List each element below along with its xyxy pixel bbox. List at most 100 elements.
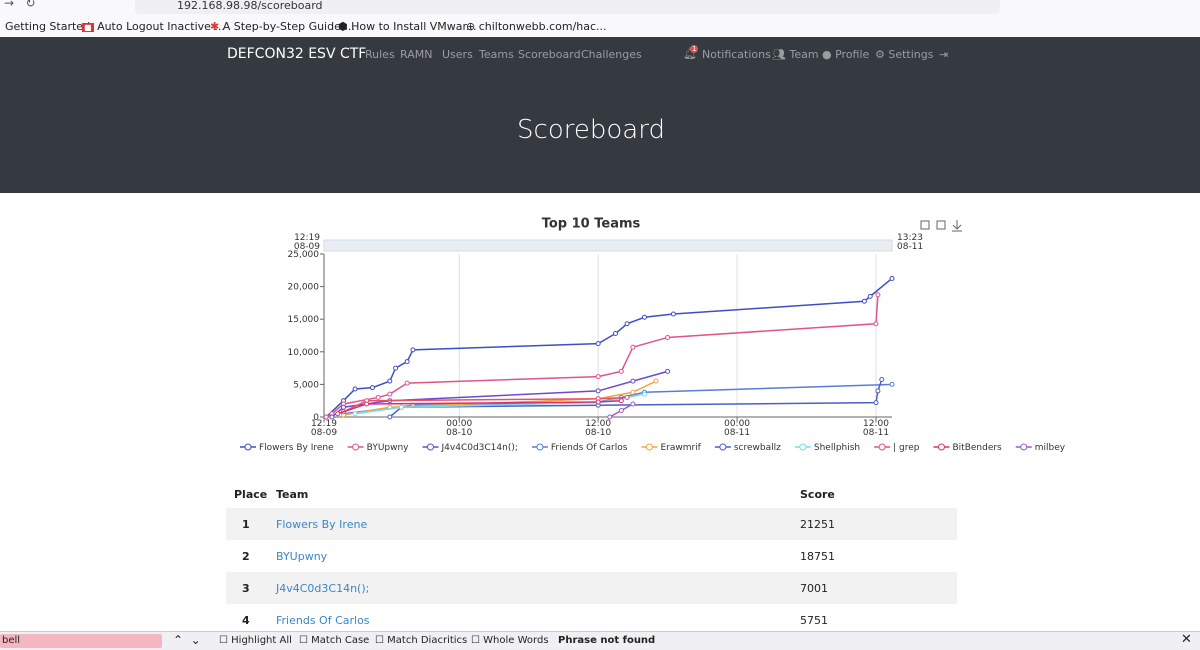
team-cell[interactable]: BYUpwny	[276, 549, 328, 563]
team-cell[interactable]: J4v4C0d3C14n();	[276, 581, 370, 595]
zoom-label: 12:19	[294, 233, 320, 243]
data-point	[335, 411, 341, 417]
column-header: Score	[800, 487, 835, 501]
place-cell: 2	[242, 549, 250, 563]
data-point	[393, 365, 399, 371]
bookmark[interactable]: ✱ A Step-by-Step Guide ...	[210, 20, 355, 33]
data-point	[665, 368, 671, 374]
legend-label: BYUpwny	[367, 443, 410, 453]
legend-item: BYUpwny	[347, 443, 410, 453]
nav-link[interactable]: Scoreboard	[518, 48, 581, 61]
find-close[interactable]: ✕	[1181, 632, 1192, 647]
x-tick-label: 08-11	[863, 428, 889, 438]
table-wrap: Place Team Score 1 Flowers By Irene 21251 2…	[226, 480, 957, 636]
y-tick-label: 15,000	[288, 315, 320, 325]
legend-label: Erawmrif	[660, 443, 701, 453]
team-cell[interactable]: Friends Of Carlos	[276, 613, 370, 627]
legend-item: milbey	[1015, 443, 1066, 453]
option-text: Match Case	[311, 635, 370, 646]
data-point	[873, 400, 879, 406]
legend-item: Friends Of Carlos	[531, 443, 628, 453]
option-text: Match Diacritics	[387, 635, 468, 646]
x-tick-label: 08-11	[724, 428, 750, 438]
find-nav[interactable]: ⌃ ⌄	[173, 633, 201, 647]
nav-link[interactable]: Users	[442, 48, 473, 61]
data-point	[879, 377, 885, 383]
team-cell[interactable]: Flowers By Irene	[276, 517, 368, 531]
x-tick-label: 00:00	[724, 419, 750, 429]
legend-marker	[878, 443, 886, 451]
legend-label: Shellphish	[814, 443, 860, 453]
x-tick-label: 08-10	[446, 428, 472, 438]
y-tick-label: 10,000	[288, 348, 320, 358]
data-point	[398, 404, 404, 410]
nav-link[interactable]: Rules	[365, 48, 395, 61]
find-bar: bell ⌃ ⌄ ☐ Highlight All ☐ Match Case ☐ …	[0, 631, 1200, 650]
y-tick-label: 0	[313, 413, 319, 423]
browser-toolbar: → ↻ 192.168.98.98/scoreboard	[0, 0, 1200, 14]
data-point	[595, 374, 601, 380]
scoreboard-table: Place Team Score 1 Flowers By Irene 21251 2…	[226, 480, 957, 636]
data-point	[323, 414, 329, 420]
series-line	[325, 294, 879, 418]
score-cell: 5751	[800, 613, 828, 627]
data-point	[607, 414, 613, 420]
find-option[interactable]: ☐ Highlight All	[219, 635, 292, 646]
data-point	[889, 275, 895, 281]
data-point	[369, 385, 375, 391]
legend-marker	[244, 443, 252, 451]
nav-link[interactable]: Teams	[479, 48, 514, 61]
nav-link[interactable]: Challenges	[581, 48, 642, 61]
find-option[interactable]: ☐ Match Case	[299, 635, 370, 646]
legend-marker	[427, 443, 435, 451]
bookmark[interactable]: ⬢ How to Install VMwar...	[338, 20, 477, 33]
series-line	[343, 396, 628, 413]
data-point	[630, 389, 636, 395]
bookmark[interactable]: ■ Auto Logout Inactive ...	[82, 20, 225, 33]
nav-link[interactable]: Notifications	[702, 48, 771, 61]
nav-link[interactable]: 👥︎ Team	[772, 48, 819, 61]
nav-link[interactable]: ● Profile	[822, 48, 870, 61]
chart-group: Top 10 Teams 12:1908-0913:2308-1112:1908…	[240, 217, 1066, 453]
data-point	[630, 401, 636, 407]
zoom-label: 08-11	[897, 242, 923, 252]
zoom-label: 08-09	[294, 242, 320, 252]
x-tick-label: 12:19	[311, 419, 337, 429]
nav-link[interactable]: RAMN	[400, 48, 433, 61]
data-point	[364, 401, 370, 407]
bookmark[interactable]: ⊕ chiltonwebb.com/hac...	[466, 20, 607, 33]
legend-marker	[799, 443, 807, 451]
zoom-label: 13:23	[897, 233, 923, 243]
find-option[interactable]: ☐ Whole Words	[471, 635, 549, 646]
data-point	[624, 394, 630, 400]
data-point	[618, 368, 624, 374]
x-tick-label: 08-10	[585, 428, 611, 438]
option-text: Highlight All	[231, 635, 292, 646]
y-tick-label: 5,000	[293, 380, 319, 390]
legend-marker	[1020, 443, 1028, 451]
y-tick-label: 25,000	[288, 250, 320, 260]
legend-item: BitBenders	[933, 443, 1002, 453]
column-header: Place	[234, 487, 268, 501]
legend-marker	[536, 443, 544, 451]
find-input[interactable]: bell	[0, 634, 162, 648]
find-option[interactable]: ☐ Match Diacritics	[375, 635, 468, 646]
chart: Top 10 Teams 12:1908-0913:2308-1112:1908…	[240, 217, 1066, 453]
data-point	[618, 398, 624, 404]
data-point	[618, 407, 624, 413]
legend-label: BitBenders	[952, 443, 1002, 453]
bookmark[interactable]: Getting Started	[5, 20, 91, 33]
nav-link-text: Settings	[888, 48, 934, 61]
url-bar[interactable]: 192.168.98.98/scoreboard	[135, 0, 1000, 14]
table-row: 3 J4v4C0d3C14n(); 7001	[226, 572, 957, 604]
nav-link[interactable]: ⚙ Settings	[875, 48, 934, 61]
bookmark-icon: ✱	[210, 20, 220, 33]
brand[interactable]: DEFCON32 ESV CTF	[227, 46, 367, 62]
toolbox[interactable]	[920, 220, 962, 232]
nav-arrows[interactable]: → ↻	[4, 0, 36, 10]
logout-icon[interactable]: ⇥	[939, 48, 949, 61]
legend-item: J4v4C0d3C14n();	[422, 443, 518, 453]
legend-marker	[719, 443, 727, 451]
zoom-slider[interactable]	[323, 239, 893, 252]
data-point	[352, 386, 358, 392]
